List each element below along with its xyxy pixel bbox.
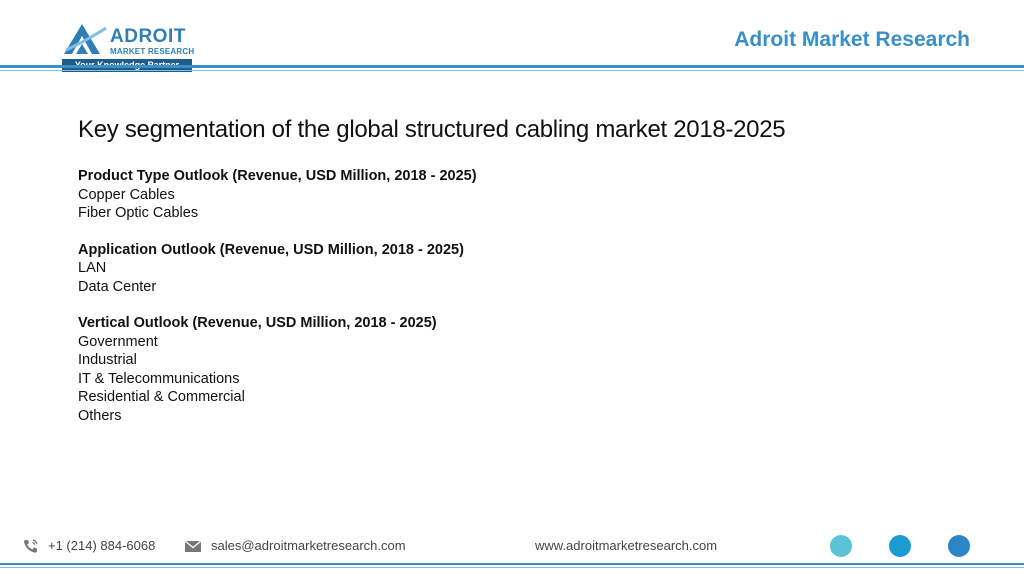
footer-email[interactable]: sales@adroitmarketresearch.com: [211, 538, 406, 553]
segment-item: LAN: [78, 260, 107, 276]
page-title: Key segmentation of the global structure…: [78, 116, 786, 143]
envelope-icon: [184, 540, 202, 552]
phone-icon: [24, 539, 38, 553]
segment-application: Application Outlook (Revenue, USD Millio…: [78, 241, 477, 297]
logo-name: ADROIT: [110, 26, 186, 47]
segment-heading: Application Outlook (Revenue, USD Millio…: [78, 241, 464, 258]
segment-item: Residential & Commercial: [78, 389, 245, 405]
footer-phone[interactable]: +1 (214) 884-6068: [48, 538, 156, 553]
segment-vertical: Vertical Outlook (Revenue, USD Million, …: [78, 314, 477, 425]
decorative-dot: [889, 535, 911, 557]
decorative-dot: [948, 535, 970, 557]
logo-mark-icon: [64, 24, 107, 54]
segment-item: Copper Cables: [78, 186, 175, 203]
brand-title: Adroit Market Research: [734, 28, 970, 51]
decorative-dot: [830, 535, 852, 557]
footer-divider-thin: [0, 567, 1024, 568]
segment-item: Data Center: [78, 278, 157, 295]
footer: +1 (214) 884-6068 sales@adroitmarketrese…: [0, 530, 1024, 576]
segment-item: IT & Telecommunications: [78, 370, 240, 387]
logo-subtitle: MARKET RESEARCH: [110, 47, 195, 56]
footer-website[interactable]: www.adroitmarketresearch.com: [535, 538, 718, 553]
segment-product-type: Product Type Outlook (Revenue, USD Milli…: [78, 167, 477, 223]
header-divider-thin: [0, 70, 1024, 71]
segment-item: Fiber Optic Cables: [78, 205, 199, 221]
segment-heading: Product Type Outlook (Revenue, USD Milli…: [78, 168, 477, 184]
segment-heading: Vertical Outlook (Revenue, USD Million, …: [78, 315, 437, 331]
header-divider: [0, 65, 1024, 68]
footer-divider: [0, 563, 1024, 565]
segment-item: Industrial: [78, 352, 137, 368]
segment-list: Product Type Outlook (Revenue, USD Milli…: [78, 167, 477, 443]
segment-item: Others: [78, 407, 122, 424]
segment-item: Government: [78, 333, 158, 350]
